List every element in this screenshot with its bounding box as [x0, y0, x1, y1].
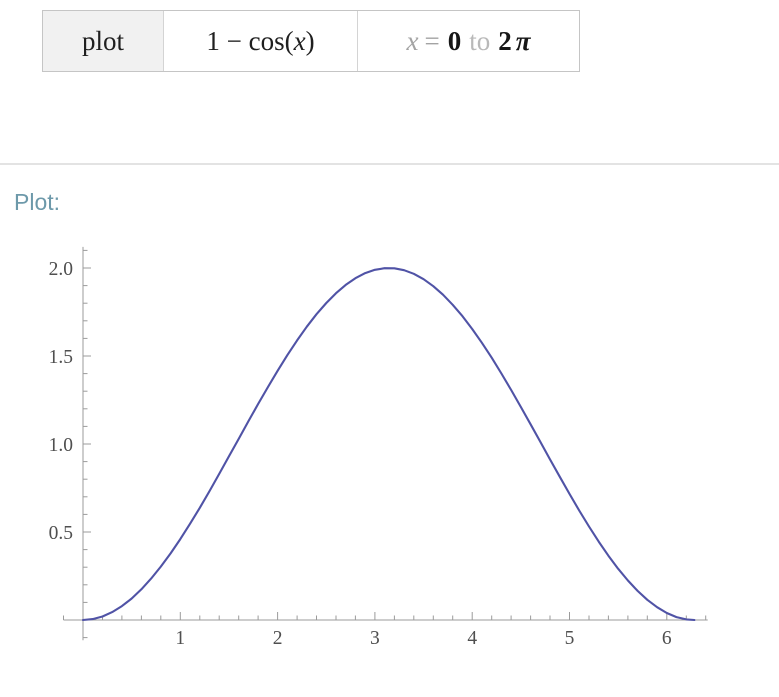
x-tick-label: 3	[370, 628, 380, 649]
query-expression-cell[interactable]: 1 − cos(x)	[163, 11, 357, 71]
query-command-label: plot	[81, 25, 124, 56]
y-tick-label: 2.0	[49, 259, 73, 280]
expression-suffix: )	[305, 25, 315, 56]
range-pi-symbol: π	[515, 25, 531, 56]
pod-title: Plot:	[14, 189, 61, 215]
expression-variable: x	[293, 25, 306, 56]
plot-curve	[81, 267, 696, 622]
range-equals-sign: =	[424, 25, 440, 56]
x-tick-label: 4	[467, 628, 477, 649]
range-end-coefficient: 2	[498, 25, 512, 56]
y-tick-label: 1.5	[49, 347, 73, 368]
x-tick-label: 5	[565, 628, 575, 649]
section-divider	[0, 163, 779, 165]
range-variable: x	[406, 25, 419, 56]
range-to-word: to	[469, 25, 491, 56]
y-tick-label: 1.0	[49, 435, 73, 456]
query-range-cell[interactable]: x = 0 to 2 π	[357, 11, 579, 71]
range-start-value: 0	[447, 25, 462, 56]
x-tick-label: 2	[273, 628, 283, 649]
plot-canvas: 1 2 3 4 5 6 0.5 1.0 1.5 2.0	[49, 246, 708, 649]
query-interpretation-bar: plot 1 − cos(x) x = 0 to 2 π	[42, 10, 580, 72]
x-tick-label: 1	[175, 628, 185, 649]
expression-prefix: 1 − cos(	[206, 25, 294, 56]
y-tick-label: 0.5	[49, 523, 73, 544]
query-command-cell[interactable]: plot	[43, 11, 163, 71]
x-tick-label: 6	[662, 628, 672, 649]
